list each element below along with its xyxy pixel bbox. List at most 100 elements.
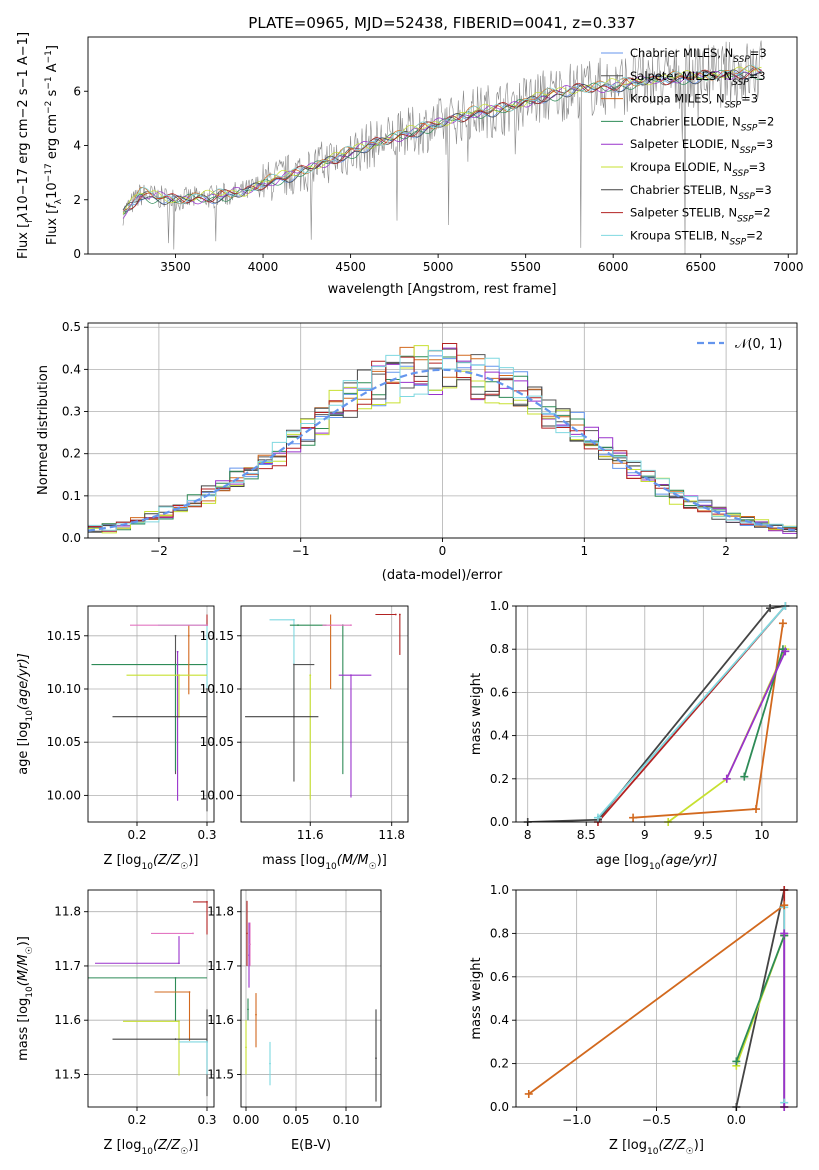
y-tick-label: 10.00 [200, 788, 234, 802]
x-axis-label-part: mass [log [262, 853, 325, 868]
y-axis-label: mass weight [469, 673, 484, 755]
x-axis-label-part: age [log [596, 853, 649, 868]
x-tick-label: 8 [524, 828, 532, 842]
legend-label: 𝒩(0, 1) [735, 337, 782, 352]
y-axis-label-part: (M/M [16, 954, 31, 986]
panel-mass-vs-ebv: 0.00 0.05 0.10 11.5 11.6 11.7 11.8 E(B-V) [207, 889, 382, 1153]
x-axis-label-part: )] [694, 1138, 704, 1153]
y-tick-label: 0.5 [62, 320, 81, 334]
legend-label-part: SSP [730, 237, 747, 247]
y-axis-label-part: −1 [16, 37, 31, 56]
y-axis-label-part: (age/yr)] [16, 653, 31, 710]
y-axis-label-part: −1 [44, 76, 54, 89]
y-tick-label: 11.6 [207, 1013, 234, 1027]
legend-label-part: Salpeter STELIB, N [630, 206, 737, 220]
x-axis-label-part: (Z/Z [153, 853, 181, 868]
y-tick-label: 4 [73, 139, 81, 153]
x-tick-label: 11.6 [297, 828, 324, 842]
legend-label-part: Chabrier ELODIE, N [630, 114, 741, 128]
x-tick-label: 2 [722, 544, 730, 558]
x-tick-label: −1 [292, 544, 310, 558]
plot-area [88, 901, 208, 1097]
x-axis-label-part: 10 [141, 1147, 153, 1157]
data-point [178, 1020, 180, 1023]
x-axis-label-part: ☉ [180, 1147, 188, 1157]
y-tick-label: 11.5 [54, 1067, 81, 1081]
panel-mass-vs-z: 0.2 0.311.511.611.711.8Z [log10(Z/Z☉)]mas… [16, 889, 217, 1157]
x-tick-label: 0.3 [197, 828, 216, 842]
y-axis-label-part: Flux [ [16, 223, 31, 259]
legend-label: Kroupa STELIB, NSSP=2 [630, 228, 763, 247]
plot-area [91, 614, 208, 812]
y-axis-label-part: s [45, 89, 60, 100]
x-tick-label: 10 [754, 828, 769, 842]
y-axis-label-part: −17 [16, 168, 31, 195]
y-tick-label: 0.4 [490, 1013, 509, 1027]
y-axis-label-part: f [45, 202, 60, 209]
panel-mass-weight-vs-age: mass weight 8 8.5 9 9.5 10 0.0 0.2 0.4 0.6 0.8 1.0 a… [469, 599, 798, 872]
y-tick-label: 10.05 [47, 735, 81, 749]
panel-residuals: 𝒩(0, 1) (data-model)/error Normed distribu… [36, 320, 798, 583]
y-tick-label: 0.8 [490, 926, 509, 940]
x-axis-label: Z [log10(Z/Z☉)] [609, 1138, 704, 1157]
x-axis-label-part: 10 [141, 862, 153, 872]
axes-frame [240, 889, 382, 1108]
y-axis-label-part: λ [16, 212, 31, 221]
x-tick-label: 8.5 [577, 828, 596, 842]
data-point [174, 976, 177, 979]
y-tick-label: 10.05 [200, 735, 234, 749]
legend-label-part: SSP [740, 146, 757, 156]
data-point [293, 618, 295, 621]
y-axis-label-part: erg cm [45, 114, 60, 163]
data-point [309, 674, 312, 677]
y-axis-label-part: −2 [16, 99, 31, 118]
data-point [187, 634, 190, 637]
x-tick-label: 7000 [773, 260, 804, 274]
model-spectrum-line [122, 69, 762, 219]
y-axis-label-part: −1 [44, 50, 54, 63]
plus-marker [740, 772, 749, 781]
x-tick-label: 0.2 [127, 828, 146, 842]
legend-label-part: Kroupa MILES, N [630, 92, 725, 106]
x-axis-label: Z [log10(Z/Z☉)] [104, 1138, 199, 1157]
x-axis-label-part: (M/M [337, 853, 369, 868]
x-axis-label: (data-model)/error [382, 568, 503, 583]
plus-marker [752, 805, 761, 814]
data-point [247, 1008, 249, 1011]
data-point [297, 624, 299, 627]
y-tick-label: 0.0 [62, 531, 81, 545]
y-axis-label-part: −2 [44, 101, 54, 114]
x-tick-label: 5000 [423, 260, 454, 274]
y-axis-label-part: mass [log [16, 998, 31, 1061]
data-point [398, 613, 401, 616]
x-tick-label: 0.2 [127, 1113, 146, 1127]
plot-area [527, 606, 787, 822]
y-tick-label: 1.0 [490, 883, 509, 897]
legend-label-part: SSP [737, 215, 754, 225]
x-tick-label: 0.00 [233, 1113, 260, 1127]
y-axis-label: mass weight [469, 957, 484, 1039]
axes-frame [240, 605, 409, 823]
x-tick-label: 6500 [685, 260, 716, 274]
x-axis-label: wavelength [Angstrom, rest frame] [328, 282, 557, 297]
x-tick-label: 0 [439, 544, 447, 558]
legend-label-part: SSP [732, 169, 749, 179]
plus-marker [780, 901, 789, 910]
y-axis-label-part: 10 [45, 182, 60, 199]
y-tick-label: 2 [73, 193, 81, 207]
legend-label-part: Chabrier STELIB, N [630, 183, 738, 197]
x-axis-label-part: 10 [649, 862, 661, 872]
x-axis-label-part: (age/yr)] [660, 853, 717, 868]
y-tick-label: 10.15 [47, 629, 81, 643]
axes-frame [515, 605, 798, 823]
data-point [206, 688, 208, 690]
y-tick-label: 11.6 [54, 1013, 81, 1027]
data-point [178, 962, 180, 965]
data-point [249, 943, 251, 946]
x-tick-label: −1.0 [562, 1113, 591, 1127]
y-axis-label-part: erg cm [16, 118, 31, 167]
x-tick-label: 0.05 [283, 1113, 310, 1127]
y-axis-label-part: 10 [16, 195, 31, 212]
